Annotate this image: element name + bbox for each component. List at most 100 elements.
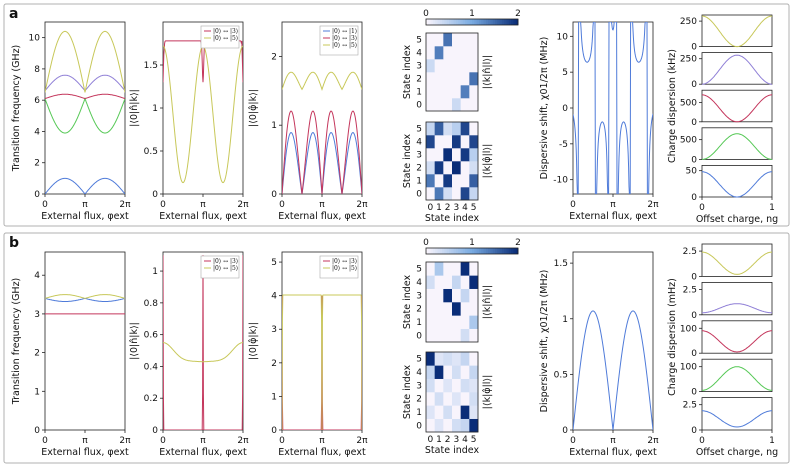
- colorbar-step: [488, 19, 491, 25]
- a3-xtick-label: 0: [279, 200, 285, 210]
- b7-subplot-frame: [701, 320, 773, 354]
- colorbar-step: [428, 248, 431, 254]
- a2-ylabel: |⟨0|n̂|k⟩|: [129, 89, 140, 127]
- a4-cell: [452, 33, 461, 47]
- b4-cell: [426, 275, 435, 289]
- b4-ytick-label: 1: [416, 318, 422, 328]
- b4-cell: [426, 288, 435, 303]
- colorbar-step: [430, 19, 434, 25]
- colorbar-step: [430, 248, 434, 254]
- colorbar-step: [462, 19, 466, 25]
- b3-xtick-label: 0: [279, 436, 285, 446]
- colorbar-step: [451, 248, 454, 254]
- a7-ytick-label: 50: [686, 167, 698, 177]
- colorbar-tick-label: 0: [423, 9, 429, 19]
- b2-series-line: [163, 342, 243, 363]
- b4-cell: [460, 262, 470, 276]
- b3-series-line: [282, 295, 362, 430]
- colorbar-step: [481, 248, 484, 254]
- a7-subplot-line: [702, 133, 772, 160]
- a4-cell: [452, 85, 461, 99]
- a5-cell: [426, 135, 435, 149]
- b5-xtick-label: 1: [436, 435, 442, 445]
- colorbar-step: [446, 248, 450, 254]
- b5-cell: [426, 405, 435, 419]
- b5-cell: [426, 378, 435, 393]
- b5-cell: [452, 352, 461, 366]
- b5-cell: [460, 405, 470, 419]
- colorbar-step: [458, 19, 461, 25]
- b5-cell: [469, 418, 479, 433]
- colorbar-step: [462, 248, 466, 254]
- a7-xtick-label: 1: [769, 203, 775, 213]
- a1-xtick-label: 0: [42, 200, 48, 210]
- a5-cell: [443, 135, 453, 149]
- a2-legend: |0⟩ ↔ |3⟩|0⟩ ↔ |5⟩: [200, 25, 240, 49]
- a1-series-line: [45, 97, 125, 134]
- colorbar-step: [449, 248, 452, 254]
- a4-ytick-label: 2: [416, 75, 422, 85]
- a4-cell: [443, 46, 453, 60]
- colorbar-b: 0 1 2: [423, 238, 521, 255]
- colorbar-step: [476, 248, 480, 254]
- b2-ytick-label: 0: [152, 426, 158, 436]
- a1-series-line: [45, 177, 125, 194]
- colorbar-step: [485, 19, 489, 25]
- a4-cell: [434, 98, 444, 112]
- b4-cell: [443, 315, 453, 329]
- a5-cell: [434, 187, 444, 201]
- colorbar-step: [483, 19, 487, 25]
- colorbar-step: [478, 19, 482, 25]
- a4-cell: [469, 46, 479, 60]
- colorbar-step: [511, 248, 514, 254]
- a7-xtick-label: 0: [699, 203, 705, 213]
- b7-xtick-label: 0: [699, 436, 705, 446]
- colorbar-step: [451, 19, 454, 25]
- b2-legend: |0⟩ ↔ |3⟩|0⟩ ↔ |5⟩: [200, 255, 240, 279]
- a5-cell: [469, 135, 479, 149]
- b5-cell: [434, 378, 444, 393]
- a2-xtick-label: π: [200, 200, 206, 210]
- b7-subplot: 02.5: [683, 281, 773, 321]
- a7-subplot-frame: [701, 89, 773, 123]
- a4-frame: [425, 32, 479, 112]
- colorbar-step: [469, 19, 473, 25]
- a4-ytick-label: 0: [416, 101, 422, 111]
- b7-ytick-label: 0: [691, 388, 697, 398]
- b5-cell: [460, 352, 470, 366]
- b4-cell: [443, 328, 453, 343]
- b4-cell: [443, 262, 453, 276]
- colorbar-step: [453, 248, 457, 254]
- a4-ytick-label: 4: [416, 49, 422, 59]
- b3-ytick-label: 5: [271, 258, 277, 268]
- a7-ytick-label: 500: [680, 136, 697, 146]
- b2-ylabel: |⟨0|n̂|k⟩|: [129, 322, 140, 360]
- a4-cell: [460, 46, 470, 60]
- a5-xtick-label: 0: [427, 203, 433, 213]
- b5-cell: [460, 378, 470, 393]
- b1-ytick-label: 2: [34, 349, 40, 359]
- colorbar-step: [492, 248, 496, 254]
- b5-cell: [426, 352, 435, 366]
- a4-cell: [426, 59, 435, 73]
- b7-subplot-frame: [701, 358, 773, 393]
- b1-xtick-label: 2π: [119, 436, 131, 446]
- a3-legend-label: |0⟩ ↔ |1⟩: [332, 28, 357, 35]
- colorbar-step: [467, 19, 471, 25]
- a7-subplot: 0 250: [680, 14, 773, 53]
- a4-cell: [434, 33, 444, 47]
- a2-xlabel: External flux, φext: [159, 211, 247, 222]
- colorbar-step: [483, 248, 487, 254]
- a3-series-line: [282, 110, 362, 194]
- b5-cell: [434, 352, 444, 366]
- b4-cell: [452, 288, 461, 303]
- b4-cell: [434, 302, 444, 316]
- b4-cell: [460, 315, 470, 329]
